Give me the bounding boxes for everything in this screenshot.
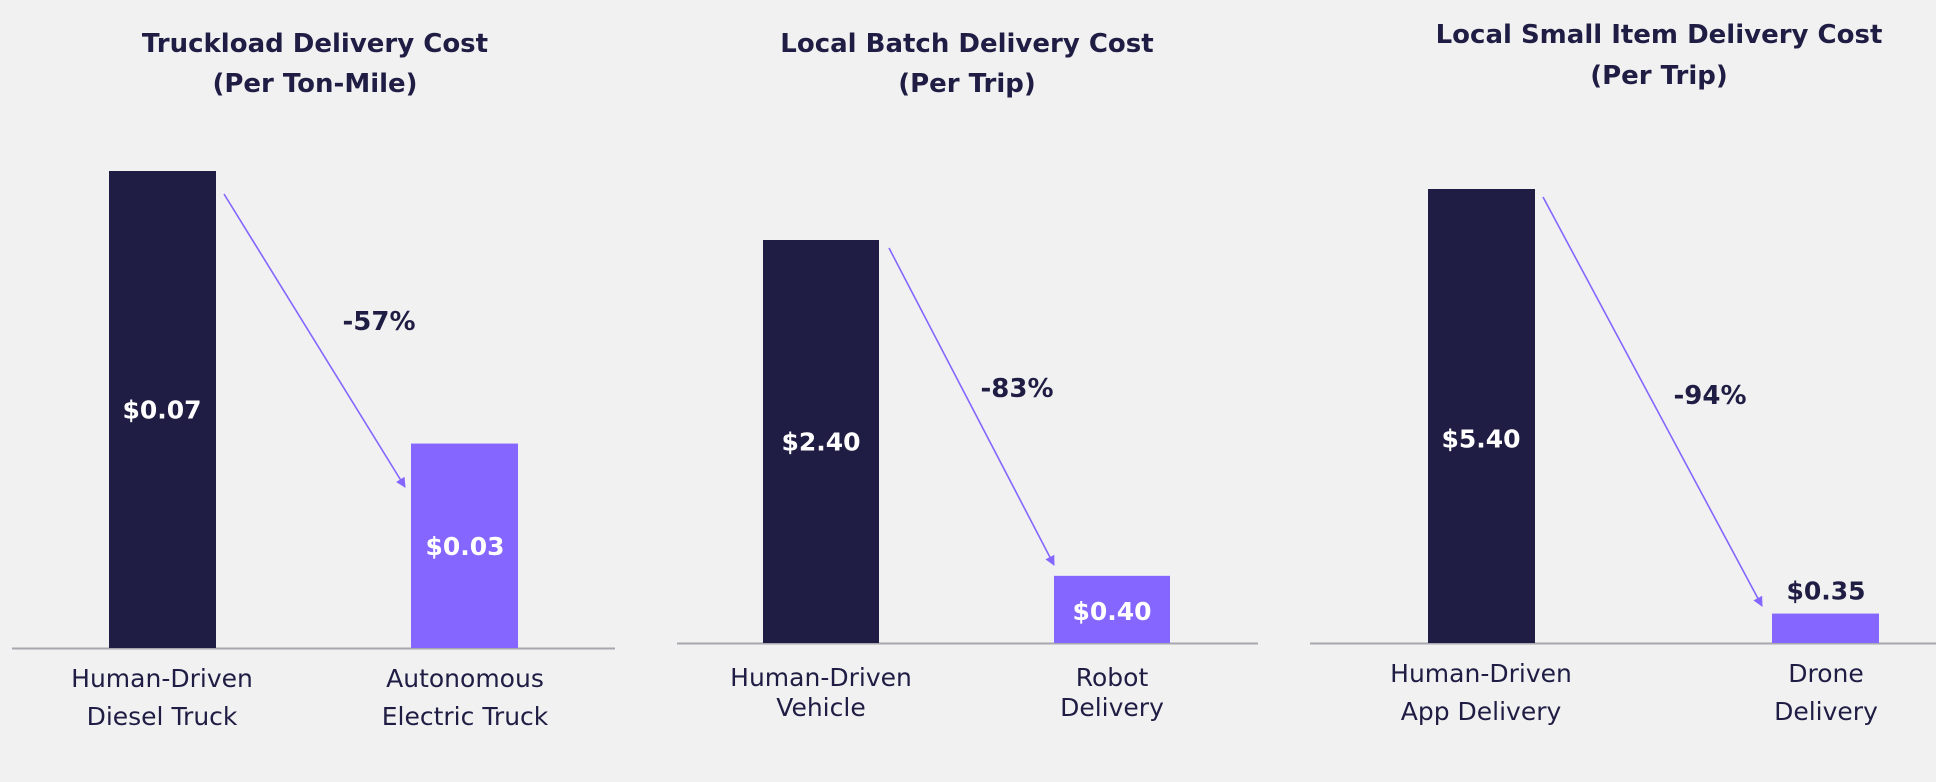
- bar-human-driven: [109, 171, 216, 648]
- percent-change-label: -83%: [980, 374, 1053, 404]
- chart-1: Truckload Delivery Cost (Per Ton-Mile) $0.…: [12, 29, 615, 731]
- bar-autonomous: [411, 443, 518, 648]
- category-label: Autonomous: [386, 664, 544, 693]
- value-label: $0.07: [122, 396, 201, 425]
- category-label: Human-Driven: [1390, 659, 1572, 688]
- value-label: $2.40: [781, 428, 860, 457]
- chart-subtitle: (Per Ton-Mile): [212, 69, 417, 99]
- percent-change-label: -57%: [342, 307, 415, 337]
- bar-human-driven: [763, 240, 879, 643]
- bar-autonomous: [1054, 575, 1170, 643]
- change-arrow: [223, 193, 406, 488]
- category-label: Human-Driven: [730, 663, 912, 692]
- change-arrow: [888, 247, 1055, 566]
- value-label: $0.40: [1072, 597, 1151, 626]
- value-label: $5.40: [1441, 425, 1520, 454]
- chart-title: Truckload Delivery Cost: [142, 29, 488, 59]
- chart-title: Local Small Item Delivery Cost: [1436, 20, 1883, 50]
- chart-2: Local Batch Delivery Cost (Per Trip) $2.40…: [677, 29, 1258, 722]
- percent-change-label: -94%: [1673, 381, 1746, 411]
- bar-autonomous: [1772, 613, 1879, 643]
- category-label: Human-Driven: [71, 664, 253, 693]
- category-label: Drone: [1788, 659, 1864, 688]
- category-label: Vehicle: [776, 693, 865, 722]
- category-label: App Delivery: [1401, 697, 1562, 726]
- category-label: Diesel Truck: [87, 702, 238, 731]
- value-label: $0.03: [425, 532, 504, 561]
- category-label: Electric Truck: [382, 702, 549, 731]
- chart-subtitle: (Per Trip): [1590, 61, 1728, 91]
- chart-title: Local Batch Delivery Cost: [780, 29, 1153, 59]
- chart-3: Local Small Item Delivery Cost (Per Trip)…: [1310, 20, 1936, 726]
- chart-subtitle: (Per Trip): [898, 69, 1036, 99]
- category-label: Robot: [1076, 663, 1149, 692]
- bar-human-driven: [1428, 189, 1535, 643]
- category-label: Delivery: [1060, 693, 1164, 722]
- change-arrow: [1542, 196, 1763, 607]
- category-label: Delivery: [1774, 697, 1878, 726]
- value-label: $0.35: [1786, 577, 1865, 606]
